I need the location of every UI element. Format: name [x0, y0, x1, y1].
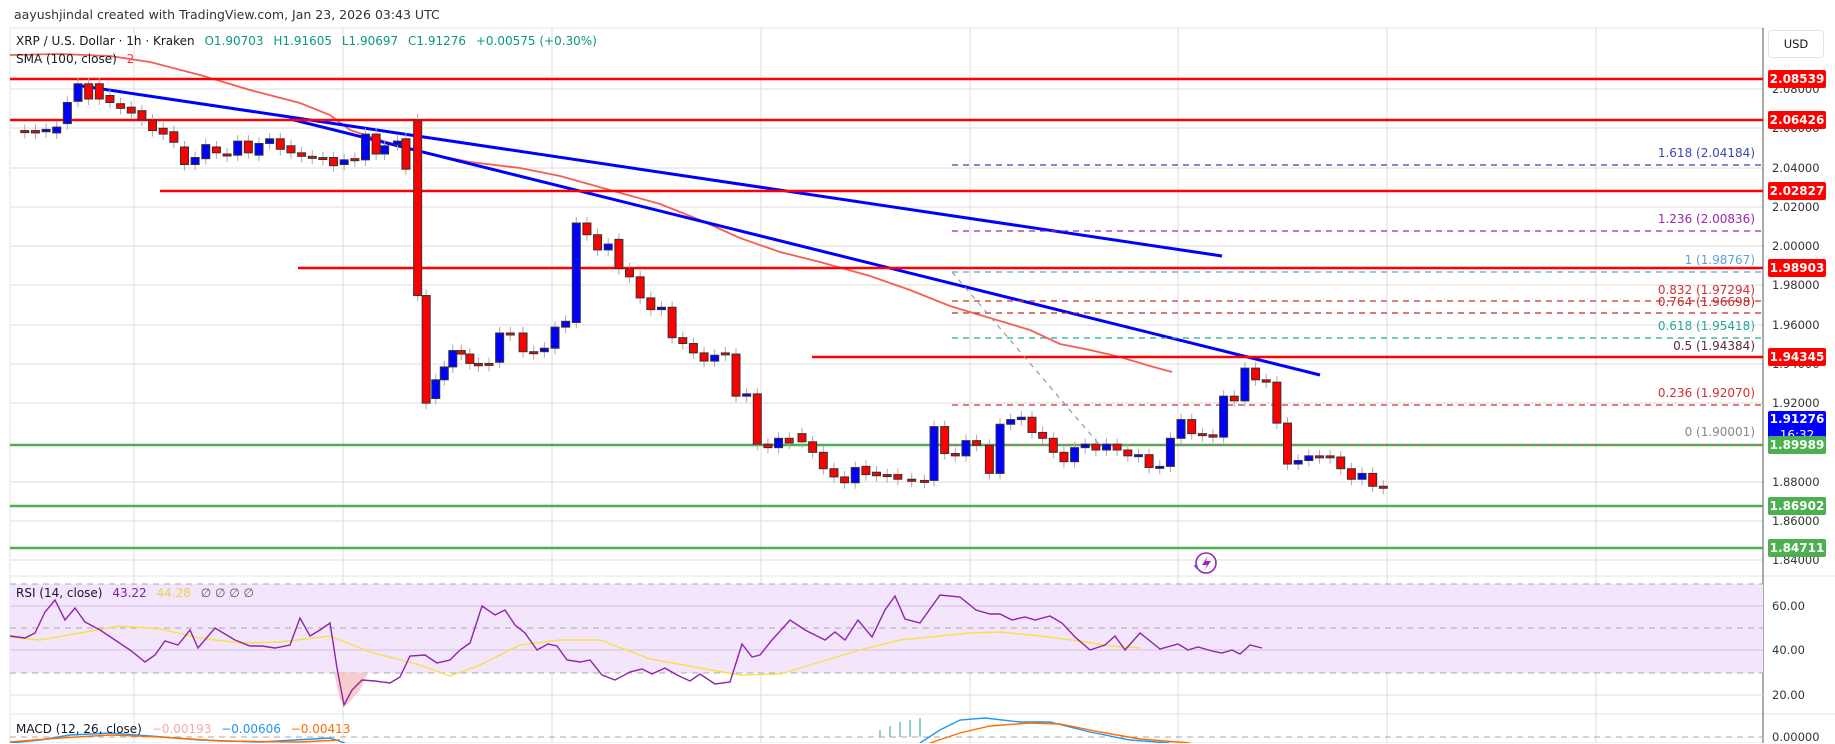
- sma-value: 2: [126, 52, 135, 66]
- ohlc-low: L1.90697: [341, 34, 399, 48]
- price-tick: 2.02000: [1772, 200, 1820, 214]
- level-tag: 1.94345: [1768, 348, 1826, 366]
- fib-label-0: 0 (1.90001): [1684, 425, 1755, 439]
- fib-label-0764: 0.764 (1.96698): [1657, 295, 1755, 309]
- price-tick: 1.86000: [1772, 514, 1820, 528]
- rsi-extras: ∅ ∅ ∅ ∅: [200, 586, 254, 600]
- lightning-alert-icon[interactable]: [1194, 552, 1217, 574]
- rsi-ma-value: 44.28: [156, 586, 191, 600]
- price-tick: 2.00000: [1772, 239, 1820, 253]
- fib-label-05: 0.5 (1.94384): [1673, 339, 1755, 353]
- fib-label-0618: 0.618 (1.95418): [1657, 319, 1755, 333]
- rsi-tick: 60.00: [1772, 599, 1805, 613]
- fib-label-0236: 0.236 (1.92070): [1657, 386, 1755, 400]
- price-tick: 2.04000: [1772, 161, 1820, 175]
- rsi-tick: 40.00: [1772, 643, 1805, 657]
- sma-label: SMA (100, close): [16, 52, 117, 66]
- currency-button[interactable]: USD: [1768, 30, 1824, 58]
- sma-legend[interactable]: SMA (100, close) 2: [16, 52, 140, 66]
- ohlc-open: O1.90703: [204, 34, 264, 48]
- price-tick: 1.92000: [1772, 396, 1820, 410]
- level-tag: 1.98903: [1768, 259, 1826, 277]
- level-tag: 1.86902: [1768, 497, 1826, 515]
- ohlc-close: C1.91276: [408, 34, 467, 48]
- rsi-legend[interactable]: RSI (14, close) 43.22 44.28 ∅ ∅ ∅ ∅: [16, 586, 260, 600]
- symbol-legend: XRP / U.S. Dollar · 1h · Kraken O1.90703…: [16, 34, 603, 48]
- level-tag: 2.08539: [1768, 70, 1826, 88]
- price-tick: 1.98000: [1772, 278, 1820, 292]
- ohlc-change: +0.00575 (+0.30%): [475, 34, 597, 48]
- chart-credit: aayushjindal created with TradingView.co…: [14, 7, 440, 22]
- symbol-title[interactable]: XRP / U.S. Dollar · 1h · Kraken: [16, 34, 195, 48]
- fib-label-1: 1 (1.98767): [1684, 253, 1755, 267]
- macd-tick: 0.00000: [1772, 730, 1820, 744]
- level-tag: 2.06426: [1768, 111, 1826, 129]
- level-tag: 1.84711: [1768, 539, 1826, 557]
- macd-label: MACD (12, 26, close): [16, 722, 142, 736]
- macd-legend[interactable]: MACD (12, 26, close) −0.00193 −0.00606 −…: [16, 722, 356, 736]
- rsi-value: 43.22: [112, 586, 147, 600]
- macd-line-value: −0.00606: [221, 722, 281, 736]
- macd-signal-value: −0.00413: [290, 722, 351, 736]
- rsi-tick: 20.00: [1772, 688, 1805, 702]
- ohlc-high: H1.91605: [273, 34, 333, 48]
- rsi-label: RSI (14, close): [16, 586, 103, 600]
- level-tag: 2.02827: [1768, 182, 1826, 200]
- current-price-value: 1.91276: [1769, 412, 1825, 426]
- fib-label-1236: 1.236 (2.00836): [1657, 212, 1755, 226]
- fib-label-0832: 0.832 (1.97294): [1657, 283, 1755, 297]
- fib-label-1618: 1.618 (2.04184): [1657, 146, 1755, 160]
- macd-histogram-value: −0.00193: [151, 722, 212, 736]
- level-tag: 1.89989: [1768, 436, 1826, 454]
- price-tick: 1.96000: [1772, 318, 1820, 332]
- price-tick: 1.88000: [1772, 475, 1820, 489]
